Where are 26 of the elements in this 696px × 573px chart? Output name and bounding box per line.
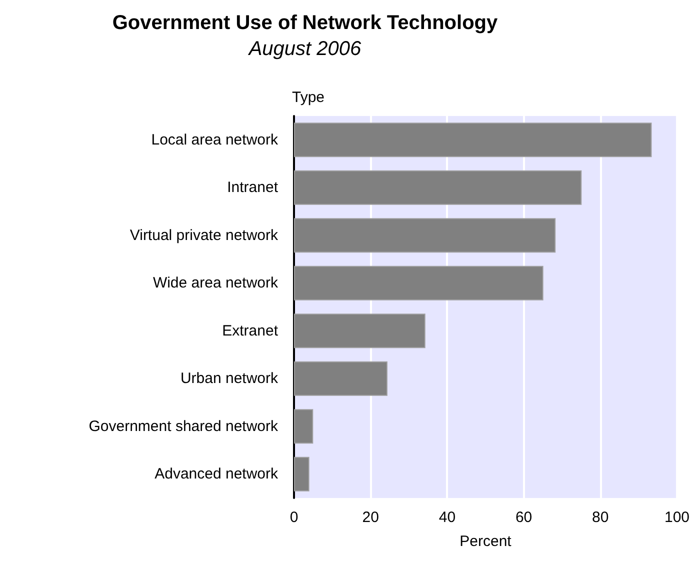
bar <box>294 361 388 396</box>
y-tick-label: Extranet <box>222 322 279 340</box>
y-axis-title: Type <box>292 89 325 106</box>
bar <box>294 314 426 348</box>
y-tick-label: Advanced network <box>154 466 278 483</box>
y-tick-label: Virtual private network <box>130 226 278 244</box>
x-tick-label: 40 <box>438 509 456 526</box>
y-tick-label: Wide area network <box>152 274 278 292</box>
x-tick-label: 80 <box>592 509 609 526</box>
x-tick-label: 0 <box>290 509 298 526</box>
x-tick-label: 20 <box>362 509 379 526</box>
y-tick-label: Local area network <box>151 131 278 148</box>
bar <box>294 218 556 253</box>
bar <box>294 456 310 492</box>
y-tick-label: Intranet <box>227 179 279 196</box>
bar <box>294 170 582 205</box>
chart-subtitle: August 2006 <box>248 38 362 60</box>
bar <box>294 266 544 300</box>
y-tick-label: Government shared network <box>88 418 278 435</box>
x-tick-label: 60 <box>515 509 532 526</box>
chart-title: Government Use of Network Technology <box>112 12 498 34</box>
bar <box>294 122 652 158</box>
y-tick-label: Urban network <box>180 370 278 388</box>
x-axis-title: Percent <box>460 533 512 550</box>
bar <box>294 409 314 444</box>
x-tick-label: 100 <box>664 509 690 526</box>
